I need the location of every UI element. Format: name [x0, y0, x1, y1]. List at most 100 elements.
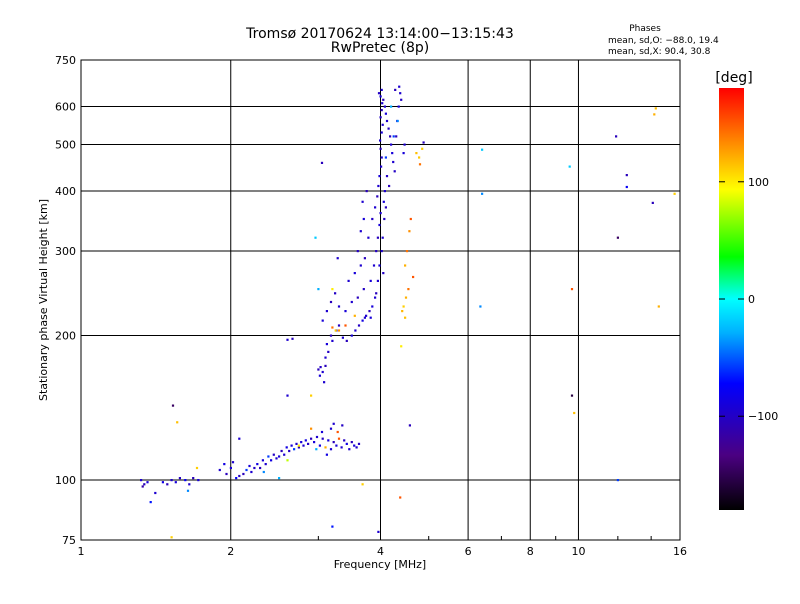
data-point: [195, 466, 199, 470]
data-point: [625, 174, 628, 177]
data-point: [259, 466, 262, 470]
data-point: [375, 292, 378, 295]
data-point: [248, 464, 251, 468]
data-point: [382, 98, 385, 101]
data-point: [369, 279, 372, 282]
data-points: [140, 85, 676, 539]
data-point: [341, 424, 344, 427]
data-point: [397, 105, 400, 108]
data-point: [324, 356, 327, 359]
data-point: [382, 200, 385, 203]
data-point: [389, 135, 392, 138]
data-point: [171, 404, 175, 407]
data-point: [341, 336, 344, 339]
data-point: [154, 491, 157, 495]
data-point: [186, 489, 190, 492]
data-point: [355, 446, 358, 449]
data-point: [345, 442, 348, 445]
data-point: [657, 305, 660, 308]
y-tick-label: 500: [55, 139, 76, 152]
data-point: [380, 165, 383, 168]
data-point: [218, 468, 221, 472]
data-point: [418, 163, 422, 166]
data-point: [297, 444, 300, 447]
data-point: [320, 430, 324, 434]
x-tick-labels: 1 2 4 6 8 10 16: [78, 545, 688, 558]
x-axis-label: Frequency [MHz]: [334, 558, 426, 571]
data-point: [327, 439, 330, 442]
colorbar-tick-label: 0: [748, 293, 755, 306]
data-point: [369, 316, 372, 319]
data-point: [286, 394, 289, 397]
data-point: [385, 175, 389, 178]
data-point: [318, 444, 321, 447]
x-tick-label: 2: [227, 545, 234, 558]
data-point: [384, 112, 387, 115]
data-point: [290, 444, 293, 447]
data-point: [380, 88, 383, 91]
data-point: [361, 483, 364, 486]
data-point: [379, 95, 382, 98]
data-point: [310, 394, 313, 397]
x-tick-label: 4: [377, 545, 384, 558]
data-point: [401, 310, 404, 313]
data-point: [616, 479, 619, 482]
phases-heading: Phases: [629, 24, 661, 34]
phases-o-mode: mean, sd,O: −88.0, 19.4: [608, 36, 719, 46]
data-point: [408, 424, 411, 427]
data-point: [242, 472, 245, 476]
data-point: [320, 161, 324, 164]
data-point: [344, 324, 347, 327]
y-tick-label: 200: [55, 330, 76, 343]
data-point: [170, 479, 173, 482]
y-tick-labels: 75 100 200 300 400 500 600 750: [55, 54, 76, 547]
data-point: [625, 185, 628, 189]
data-point: [302, 444, 305, 447]
data-point: [381, 236, 384, 239]
x-tick-label: 6: [465, 545, 472, 558]
data-point: [313, 441, 316, 444]
data-point: [293, 448, 296, 451]
data-point: [140, 479, 143, 482]
data-point: [377, 92, 381, 95]
data-point: [402, 152, 405, 155]
data-point: [374, 206, 377, 209]
data-point: [421, 147, 424, 150]
data-point: [393, 170, 396, 173]
data-point: [304, 439, 307, 442]
data-point: [327, 350, 330, 353]
y-tick-label: 100: [55, 474, 76, 487]
data-point: [317, 368, 320, 371]
data-point: [353, 314, 356, 317]
data-point: [300, 441, 303, 444]
data-point: [238, 474, 241, 478]
data-point: [166, 483, 169, 486]
data-point: [418, 156, 421, 159]
data-point: [399, 92, 402, 95]
x-tick-label: 8: [527, 545, 534, 558]
data-point: [331, 288, 334, 291]
data-point: [356, 250, 359, 253]
data-point: [286, 338, 289, 341]
data-point: [654, 107, 657, 110]
data-point: [570, 394, 574, 397]
data-point: [368, 310, 371, 313]
data-point: [359, 264, 362, 267]
data-point: [278, 477, 281, 480]
data-point: [272, 453, 275, 456]
data-point: [357, 442, 361, 445]
data-point: [329, 300, 333, 304]
data-point: [350, 334, 353, 337]
data-point: [329, 427, 333, 430]
data-point: [275, 457, 278, 460]
data-point: [337, 305, 341, 308]
data-point: [325, 310, 328, 313]
grid-lines: [81, 60, 680, 540]
data-point: [250, 470, 253, 474]
x-tick-label: 10: [571, 545, 585, 558]
data-point: [400, 98, 403, 101]
data-point: [334, 292, 337, 295]
data-point: [324, 446, 327, 449]
data-point: [387, 127, 390, 130]
data-point: [379, 116, 382, 119]
